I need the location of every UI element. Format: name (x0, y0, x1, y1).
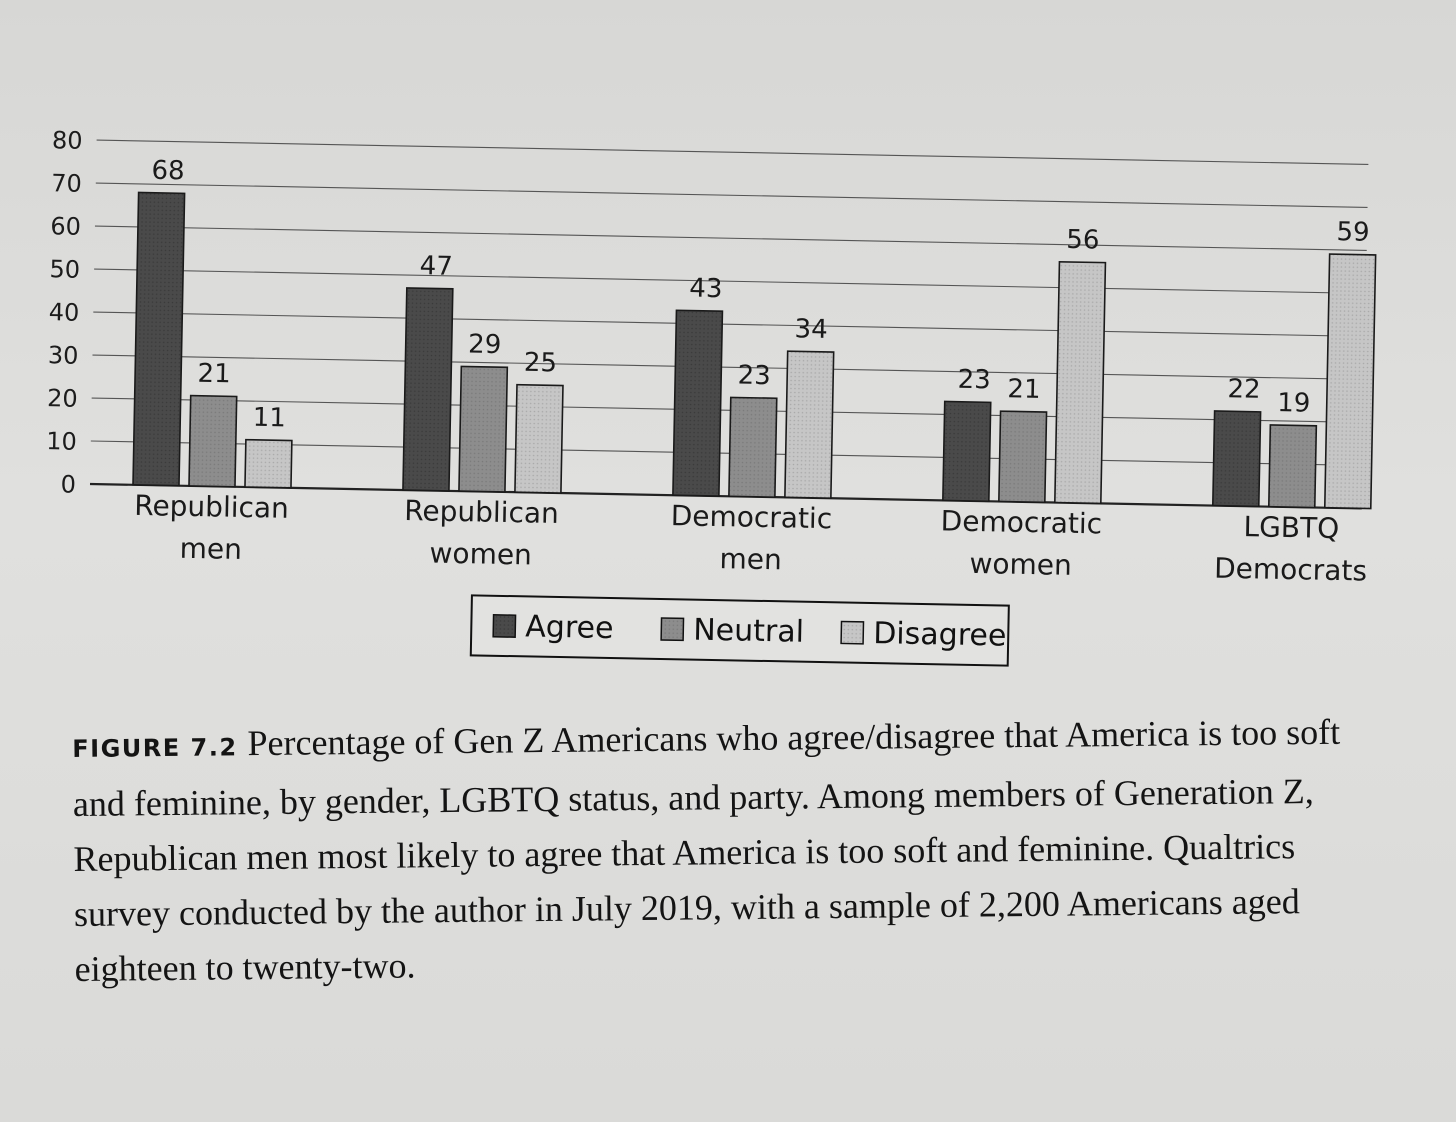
y-tick-label: 50 (49, 255, 80, 284)
bar-neutral (998, 410, 1048, 504)
x-category-label: Democratic (670, 499, 832, 535)
y-tick-label: 0 (60, 470, 76, 498)
data-label: 22 (1227, 374, 1261, 405)
bar-agree (1211, 410, 1262, 508)
data-label: 34 (794, 314, 828, 345)
bar-disagree (1323, 253, 1377, 510)
bars: 68 21 11 Republican men 47 29 25 Republican women… (132, 156, 1377, 588)
data-label: 59 (1336, 217, 1370, 248)
x-category-label: Republican (134, 489, 289, 525)
gridline (96, 139, 1369, 166)
data-label: 11 (252, 403, 286, 434)
gridline (89, 482, 1362, 510)
bar-neutral (728, 396, 778, 498)
bar-disagree (784, 350, 835, 500)
gridline (91, 397, 1364, 423)
bar-neutral (458, 365, 509, 493)
gridline (95, 182, 1368, 209)
data-label: 29 (468, 330, 502, 361)
bar-neutral (1267, 424, 1318, 509)
y-tick-label: 60 (50, 212, 81, 241)
data-label: 25 (524, 348, 558, 379)
legend-swatch-agree (492, 614, 517, 638)
data-label: 21 (1007, 374, 1041, 405)
legend-label-neutral: Neutral (693, 613, 804, 650)
bar-disagree (514, 383, 564, 494)
y-tick-label: 10 (46, 427, 77, 456)
x-category-label: LGBTQ (1243, 510, 1339, 545)
gridline (92, 354, 1365, 380)
x-category-label: Democrats (1214, 552, 1367, 588)
data-label: 21 (197, 359, 231, 390)
y-tick-label: 40 (48, 298, 79, 327)
data-label: 56 (1066, 225, 1100, 256)
data-label: 47 (419, 251, 453, 282)
bar-disagree (244, 438, 293, 489)
y-tick-label: 30 (48, 341, 79, 370)
data-label: 23 (957, 365, 991, 396)
gridline (94, 225, 1367, 252)
gridline (94, 268, 1366, 295)
x-category-label: Republican (404, 494, 559, 530)
caption-text: Percentage of Gen Z Americans who agree/… (72, 711, 1341, 989)
bar-neutral (188, 394, 238, 488)
bar-agree (942, 400, 992, 503)
x-category-label: men (179, 532, 242, 566)
y-tick-label: 20 (47, 384, 78, 413)
y-tick-label: 80 (52, 126, 83, 155)
data-label: 19 (1277, 388, 1311, 419)
data-label: 23 (737, 361, 771, 392)
legend-label-agree: Agree (525, 609, 614, 646)
data-label: 43 (689, 274, 723, 305)
legend-box (469, 594, 1010, 667)
bar-agree (132, 191, 186, 487)
y-tick-label: 70 (51, 169, 82, 198)
legend-swatch-disagree (840, 620, 865, 645)
bar-chart: 0 10 20 30 40 50 60 70 80 68 21 11 Republican men 47 29… (46, 126, 1377, 667)
x-category-label: women (969, 547, 1072, 582)
x-category-label: men (719, 542, 782, 576)
bar-disagree (1054, 260, 1107, 505)
gridline (93, 311, 1366, 338)
legend: Agree Neutral Disagree (469, 594, 1010, 667)
legend-label-disagree: Disagree (873, 616, 1007, 654)
legend-swatch-neutral (660, 617, 685, 642)
bar-agree (402, 287, 454, 492)
gridlines: 0 10 20 30 40 50 60 70 80 (46, 126, 1369, 510)
figure-caption: FIGURE 7.2 Percentage of Gen Z Americans … (72, 705, 1355, 997)
bar-agree (672, 309, 724, 497)
data-label: 68 (151, 156, 185, 187)
x-category-label: women (429, 537, 532, 572)
figure-label: FIGURE 7.2 (72, 733, 238, 763)
x-category-label: Democratic (940, 504, 1102, 540)
gridline (90, 440, 1363, 466)
